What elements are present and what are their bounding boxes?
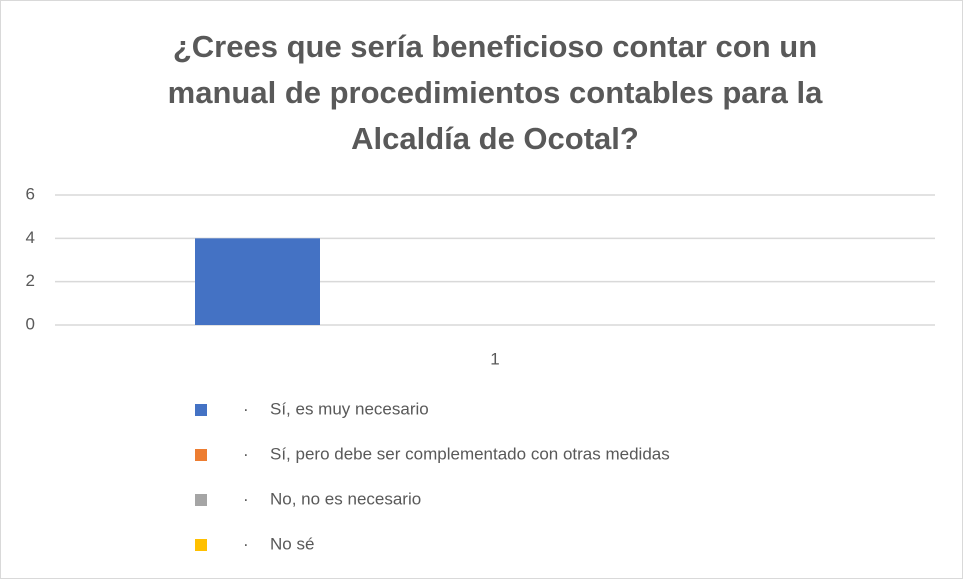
y-tick-label: 6 xyxy=(26,184,35,203)
legend-label: No, no es necesario xyxy=(270,489,421,508)
legend-label: Sí, es muy necesario xyxy=(270,399,429,418)
legend-marker: · xyxy=(243,399,249,418)
bar xyxy=(195,238,320,325)
y-tick-label: 0 xyxy=(26,314,35,333)
y-tick-label: 4 xyxy=(26,228,35,247)
legend-swatch xyxy=(195,404,207,416)
legend-swatch xyxy=(195,494,207,506)
legend-marker: · xyxy=(243,534,249,553)
legend-swatch xyxy=(195,539,207,551)
y-tick-label: 2 xyxy=(26,271,35,290)
legend-marker: · xyxy=(243,489,249,508)
legend-swatch xyxy=(195,449,207,461)
x-tick-label: 1 xyxy=(490,349,499,368)
chart-title: ¿Crees que sería beneficioso contar con … xyxy=(167,29,823,156)
legend-marker: · xyxy=(243,444,249,463)
legend-label: No sé xyxy=(270,534,314,553)
legend-label: Sí, pero debe ser complementado con otra… xyxy=(270,444,670,463)
